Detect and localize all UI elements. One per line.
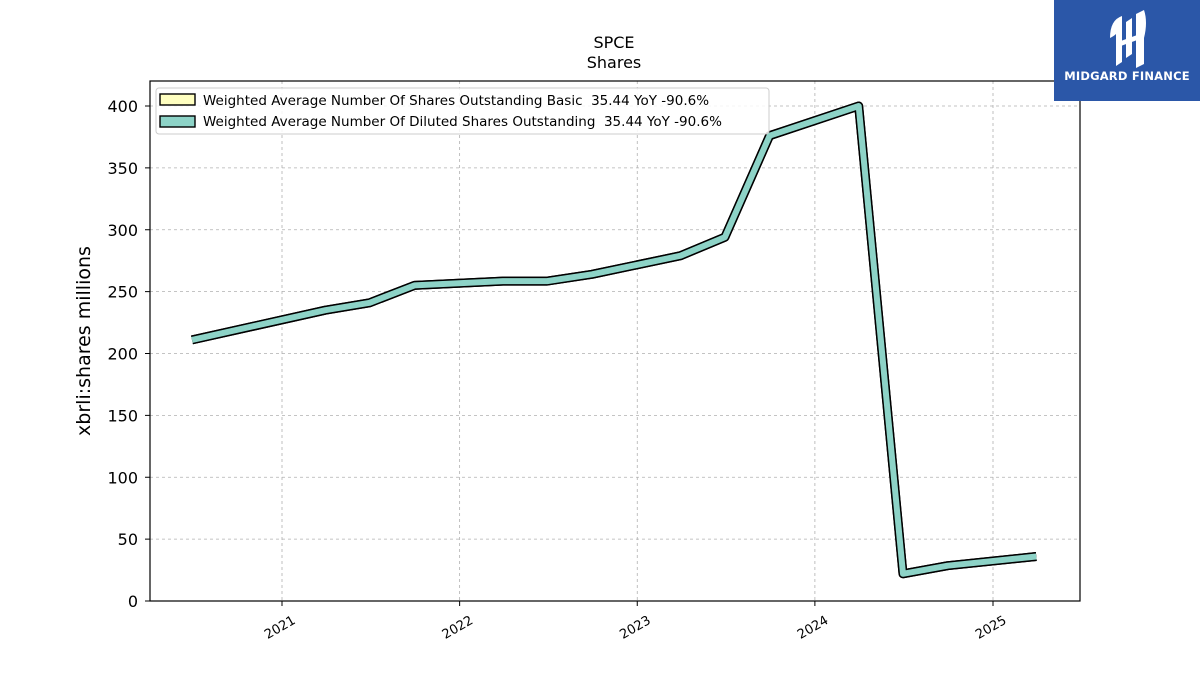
legend: Weighted Average Number Of Shares Outsta… (155, 87, 770, 135)
series-1-outline (191, 101, 1037, 579)
x-axis: 2021 2022 2023 2024 2025 (262, 601, 1009, 643)
legend-swatch-basic (159, 93, 196, 106)
series-0-outline (191, 101, 1037, 579)
y-tick-label: 350 (107, 159, 138, 178)
y-tick-label: 250 (107, 283, 138, 302)
series-1-line (191, 103, 1037, 577)
y-tick-label: 100 (107, 468, 138, 487)
y-axis-label: xbrli:shares millions (73, 246, 95, 436)
y-tick-label: 0 (128, 592, 138, 611)
x-tick-label: 2024 (795, 613, 831, 643)
series-0-line (191, 103, 1037, 577)
y-tick-label: 50 (118, 530, 138, 549)
y-tick-label: 150 (107, 406, 138, 425)
chart-subtitle: Shares (587, 53, 642, 72)
plot-frame (149, 80, 1081, 602)
x-tick-label: 2023 (617, 613, 653, 643)
y-tick-label: 400 (107, 97, 138, 116)
legend-label-basic: Weighted Average Number Of Shares Outsta… (203, 93, 709, 109)
midgard-finance-logo: MIDGARD FINANCE (1054, 0, 1200, 101)
series-lines (191, 101, 1037, 579)
y-tick-label: 200 (107, 345, 138, 364)
x-tick-label: 2025 (973, 613, 1009, 643)
logo-mark-icon (1110, 10, 1146, 68)
y-axis: 0 50 100 150 200 250 300 350 400 (107, 97, 150, 611)
logo-text: MIDGARD FINANCE (1064, 69, 1190, 83)
legend-label-diluted: Weighted Average Number Of Diluted Share… (203, 114, 722, 130)
legend-swatch-diluted (159, 115, 196, 128)
chart-title: SPCE (593, 33, 634, 52)
x-tick-label: 2022 (440, 613, 476, 643)
grid (150, 81, 1080, 602)
y-tick-label: 300 (107, 221, 138, 240)
legend-box (155, 87, 770, 135)
x-tick-label: 2021 (262, 613, 298, 643)
